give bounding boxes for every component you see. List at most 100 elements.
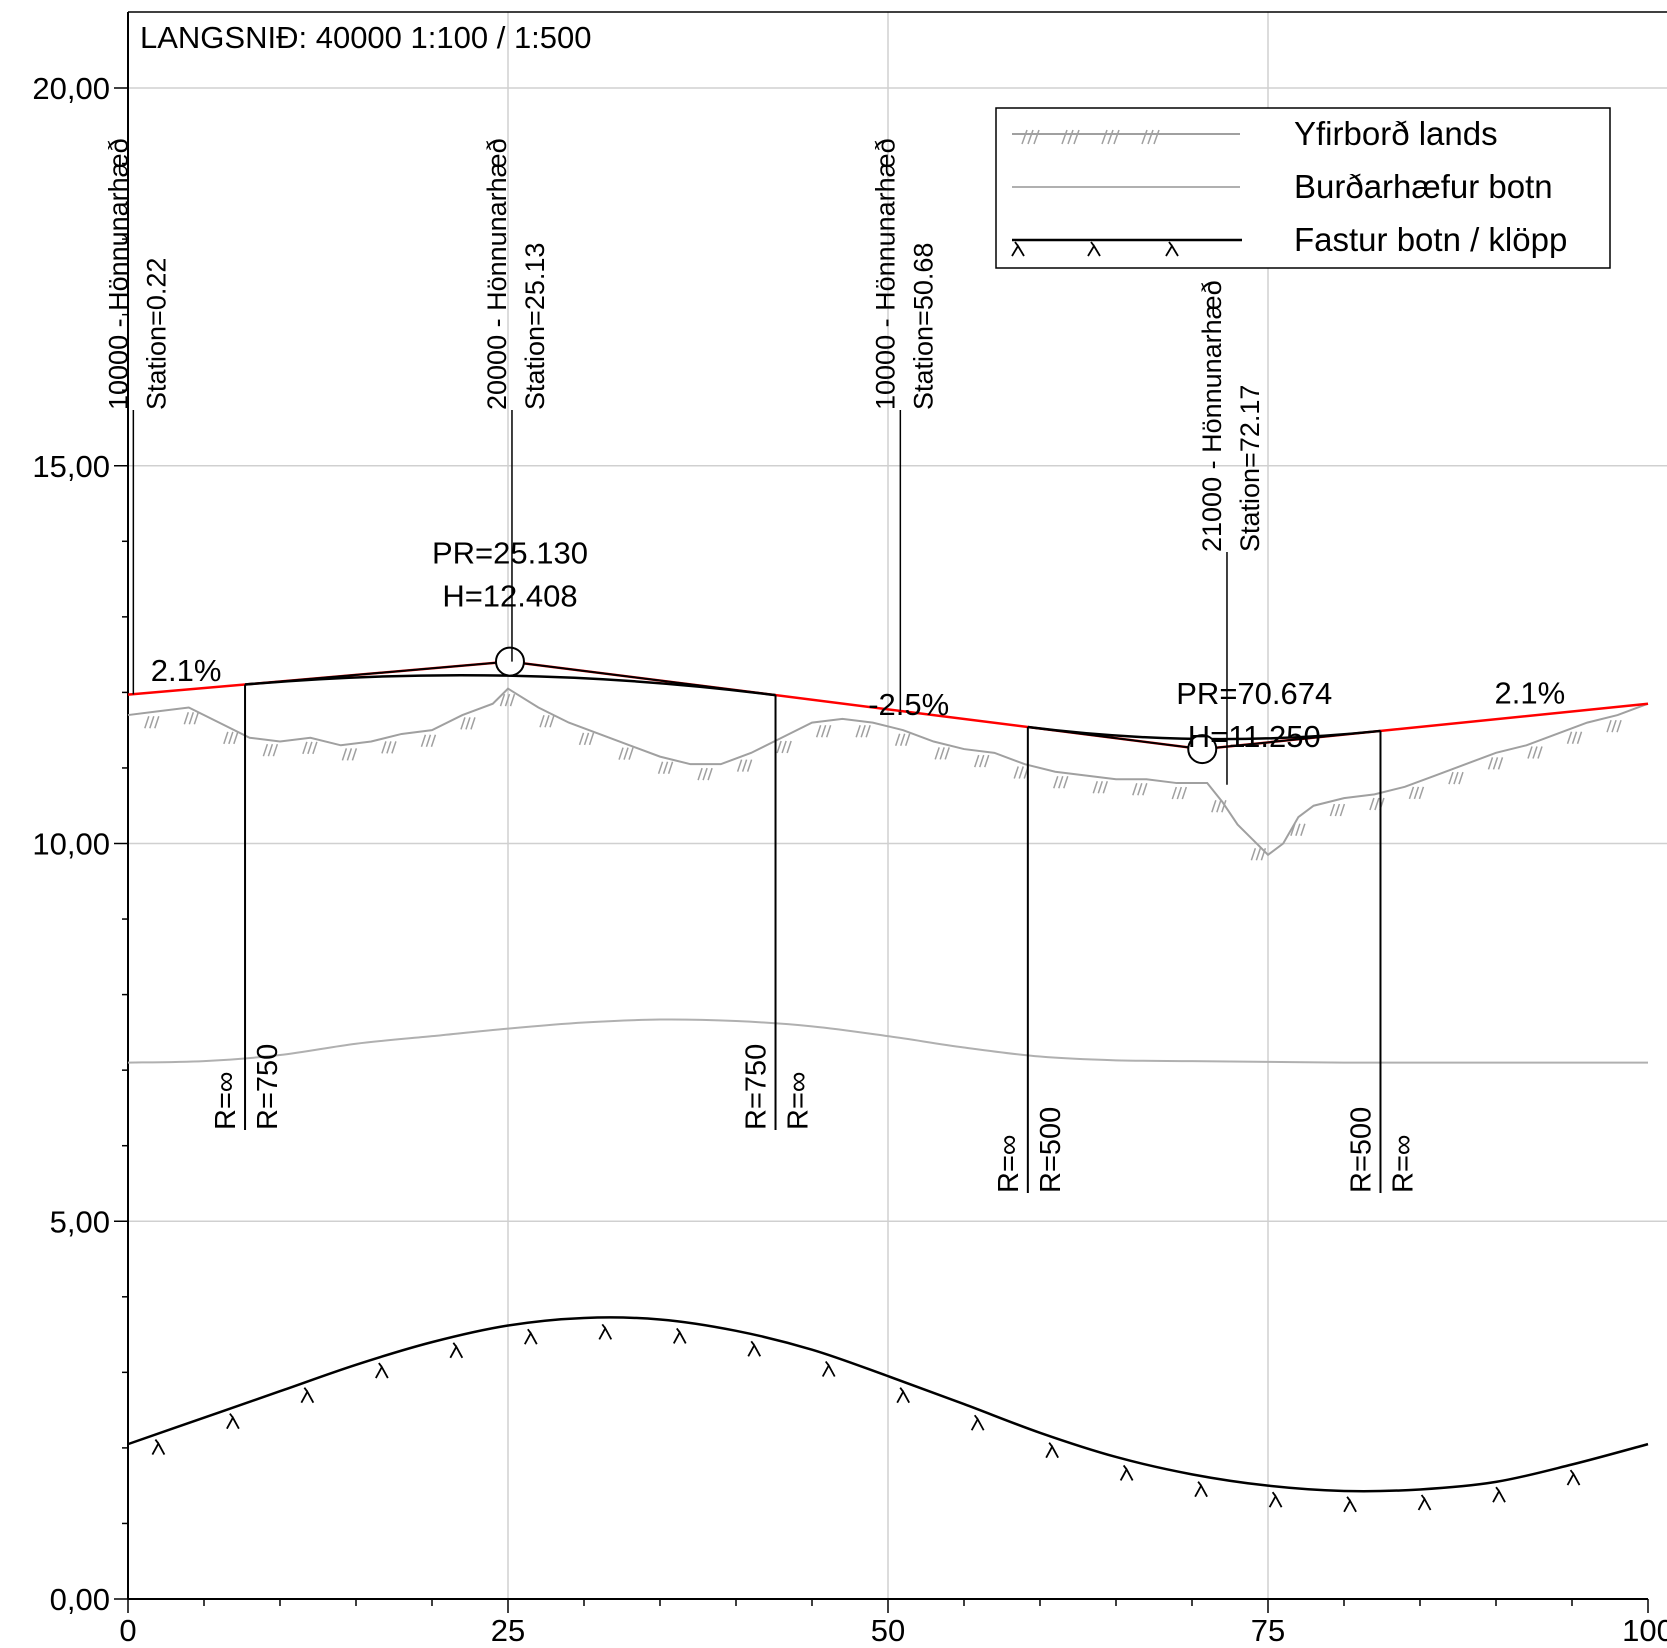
ground-hatch <box>815 725 832 738</box>
station-annotation-name: 21000 - Hönnunarhæð <box>1197 280 1227 552</box>
bedrock-line <box>127 1316 1649 1493</box>
ground-hatch <box>1171 786 1188 800</box>
grid <box>128 12 1667 1599</box>
station-annotation-value: Station=25.13 <box>520 243 550 410</box>
ground-hatch <box>499 693 516 707</box>
y-tick-label: 5,00 <box>50 1204 110 1239</box>
grade-label: 2.1% <box>1494 676 1565 711</box>
ground-hatch <box>1250 848 1267 861</box>
pvi-marker <box>494 646 525 677</box>
bedrock-symbol <box>449 1342 464 1359</box>
x-tick-label: 100 <box>1622 1613 1667 1648</box>
x-tick-label: 50 <box>871 1613 905 1648</box>
curve-radius-label: R=500 <box>1345 1107 1377 1193</box>
bedrock-symbol <box>970 1414 985 1431</box>
curve-radius-label: R=500 <box>1035 1107 1067 1193</box>
curve-radius-label: R=∞ <box>993 1134 1025 1193</box>
pvi-station-label: PR=70.674 <box>1176 676 1332 711</box>
ground-hatch <box>341 748 358 761</box>
ground-surface-line <box>127 687 1649 857</box>
bedrock-symbol <box>1343 1496 1357 1513</box>
ground-hatch <box>657 761 674 774</box>
bedrock-symbol <box>1566 1469 1581 1486</box>
ground-hatch <box>420 734 437 747</box>
bedrock-symbol <box>1417 1494 1432 1511</box>
curve-radius-label: R=750 <box>741 1044 773 1130</box>
x-tick-label: 0 <box>119 1613 136 1648</box>
ground-hatch <box>262 743 279 757</box>
pvi-marker <box>1187 734 1218 765</box>
grade-label: 2.1% <box>151 653 222 688</box>
ground-hatch <box>460 717 476 730</box>
ground-hatch <box>974 754 990 768</box>
station-annotation-value: Station=50.68 <box>908 243 938 410</box>
series-group <box>127 687 1649 1513</box>
legend-swatch-bedrock <box>1011 238 1242 257</box>
ground-hatch <box>1487 757 1504 770</box>
y-tick-label: 15,00 <box>32 449 110 484</box>
axis-ticks: 0,00 5,00 10,00 15,00 20,00 0 25 50 75 100 <box>32 71 1667 1648</box>
ground-hatch <box>1092 780 1108 794</box>
ground-hatch <box>1290 823 1306 836</box>
pvi-station-label: PR=25.130 <box>432 536 588 571</box>
ground-hatch <box>1408 786 1425 800</box>
ground-hatch <box>1329 803 1346 817</box>
ground-hatch <box>1566 731 1583 744</box>
bedrock-symbol <box>1119 1464 1134 1481</box>
curve-radius-label: R=750 <box>252 1044 284 1130</box>
curve-radius-label: R=∞ <box>210 1071 242 1130</box>
curve-radius-label: R=∞ <box>783 1071 815 1130</box>
ground-hatch <box>302 741 318 755</box>
bearing-bottom-line <box>127 1018 1648 1064</box>
legend-label: Yfirborð lands <box>1294 115 1498 152</box>
bedrock-symbol <box>524 1328 538 1345</box>
station-annotation-name: 20000 - Hönnunarhæð <box>482 138 512 410</box>
ground-hatch <box>855 725 871 738</box>
y-tick-label: 0,00 <box>50 1582 110 1617</box>
pvi-elevation-label: H=12.408 <box>442 579 577 614</box>
ground-hatch <box>1211 800 1227 813</box>
bedrock-symbol <box>300 1387 315 1404</box>
ground-hatch <box>1013 766 1029 779</box>
ground-hatch <box>539 715 555 728</box>
bedrock-symbol <box>1268 1491 1283 1508</box>
ground-hatch <box>1527 746 1543 759</box>
ground-hatch <box>1448 771 1464 785</box>
ground-hatch <box>736 759 753 772</box>
x-tick-label: 75 <box>1251 1613 1285 1648</box>
legend-swatch-ground-surface <box>1012 129 1240 145</box>
bedrock-symbol <box>821 1360 836 1377</box>
ground-hatch <box>183 712 200 725</box>
ground-hatch <box>381 741 397 754</box>
ground-hatch <box>144 715 160 729</box>
design-line-group: R=∞ R=750 R=750 R=∞ R=∞ R=500 R=500 R=∞ PR=25.13… <box>127 536 1649 1193</box>
bedrock-symbol <box>226 1413 240 1430</box>
bedrock-symbol <box>375 1362 389 1379</box>
ground-hatch <box>1053 776 1069 789</box>
ground-hatch <box>697 767 713 781</box>
station-annotation-name: 10000 - Hönnunarhæð <box>103 138 133 410</box>
ground-hatch <box>1369 797 1385 811</box>
annotation-group: 10000 - Hönnunarhæð Station=0.22 20000 - H… <box>103 138 1265 785</box>
bedrock-symbol <box>598 1323 613 1340</box>
bedrock-symbol <box>747 1340 762 1357</box>
ground-hatch <box>894 733 911 747</box>
vertical-curve <box>244 673 776 697</box>
legend: Yfirborð lands Burðarhæfur botn Fastur bot… <box>995 107 1611 269</box>
legend-label: Fastur botn / klöpp <box>1294 221 1567 258</box>
chart-title: LANGSNIÐ: 40000 1:100 / 1:500 <box>140 20 592 55</box>
curve-radius-label: R=∞ <box>1387 1134 1419 1193</box>
ground-hatch <box>578 732 595 746</box>
station-annotation-name: 10000 - Hönnunarhæð <box>870 138 900 410</box>
ground-hatch <box>776 740 792 754</box>
ground-hatch <box>223 731 239 745</box>
legend-label: Burðarhæfur botn <box>1294 168 1553 205</box>
y-tick-label: 10,00 <box>32 827 110 862</box>
bedrock-symbol <box>151 1439 166 1455</box>
pvi-elevation-label: H=11.250 <box>1188 719 1321 754</box>
bedrock-symbol <box>1492 1486 1506 1503</box>
ground-hatch <box>1606 719 1622 733</box>
ground-hatch <box>618 747 634 760</box>
station-annotation-value: Station=0.22 <box>141 258 171 410</box>
